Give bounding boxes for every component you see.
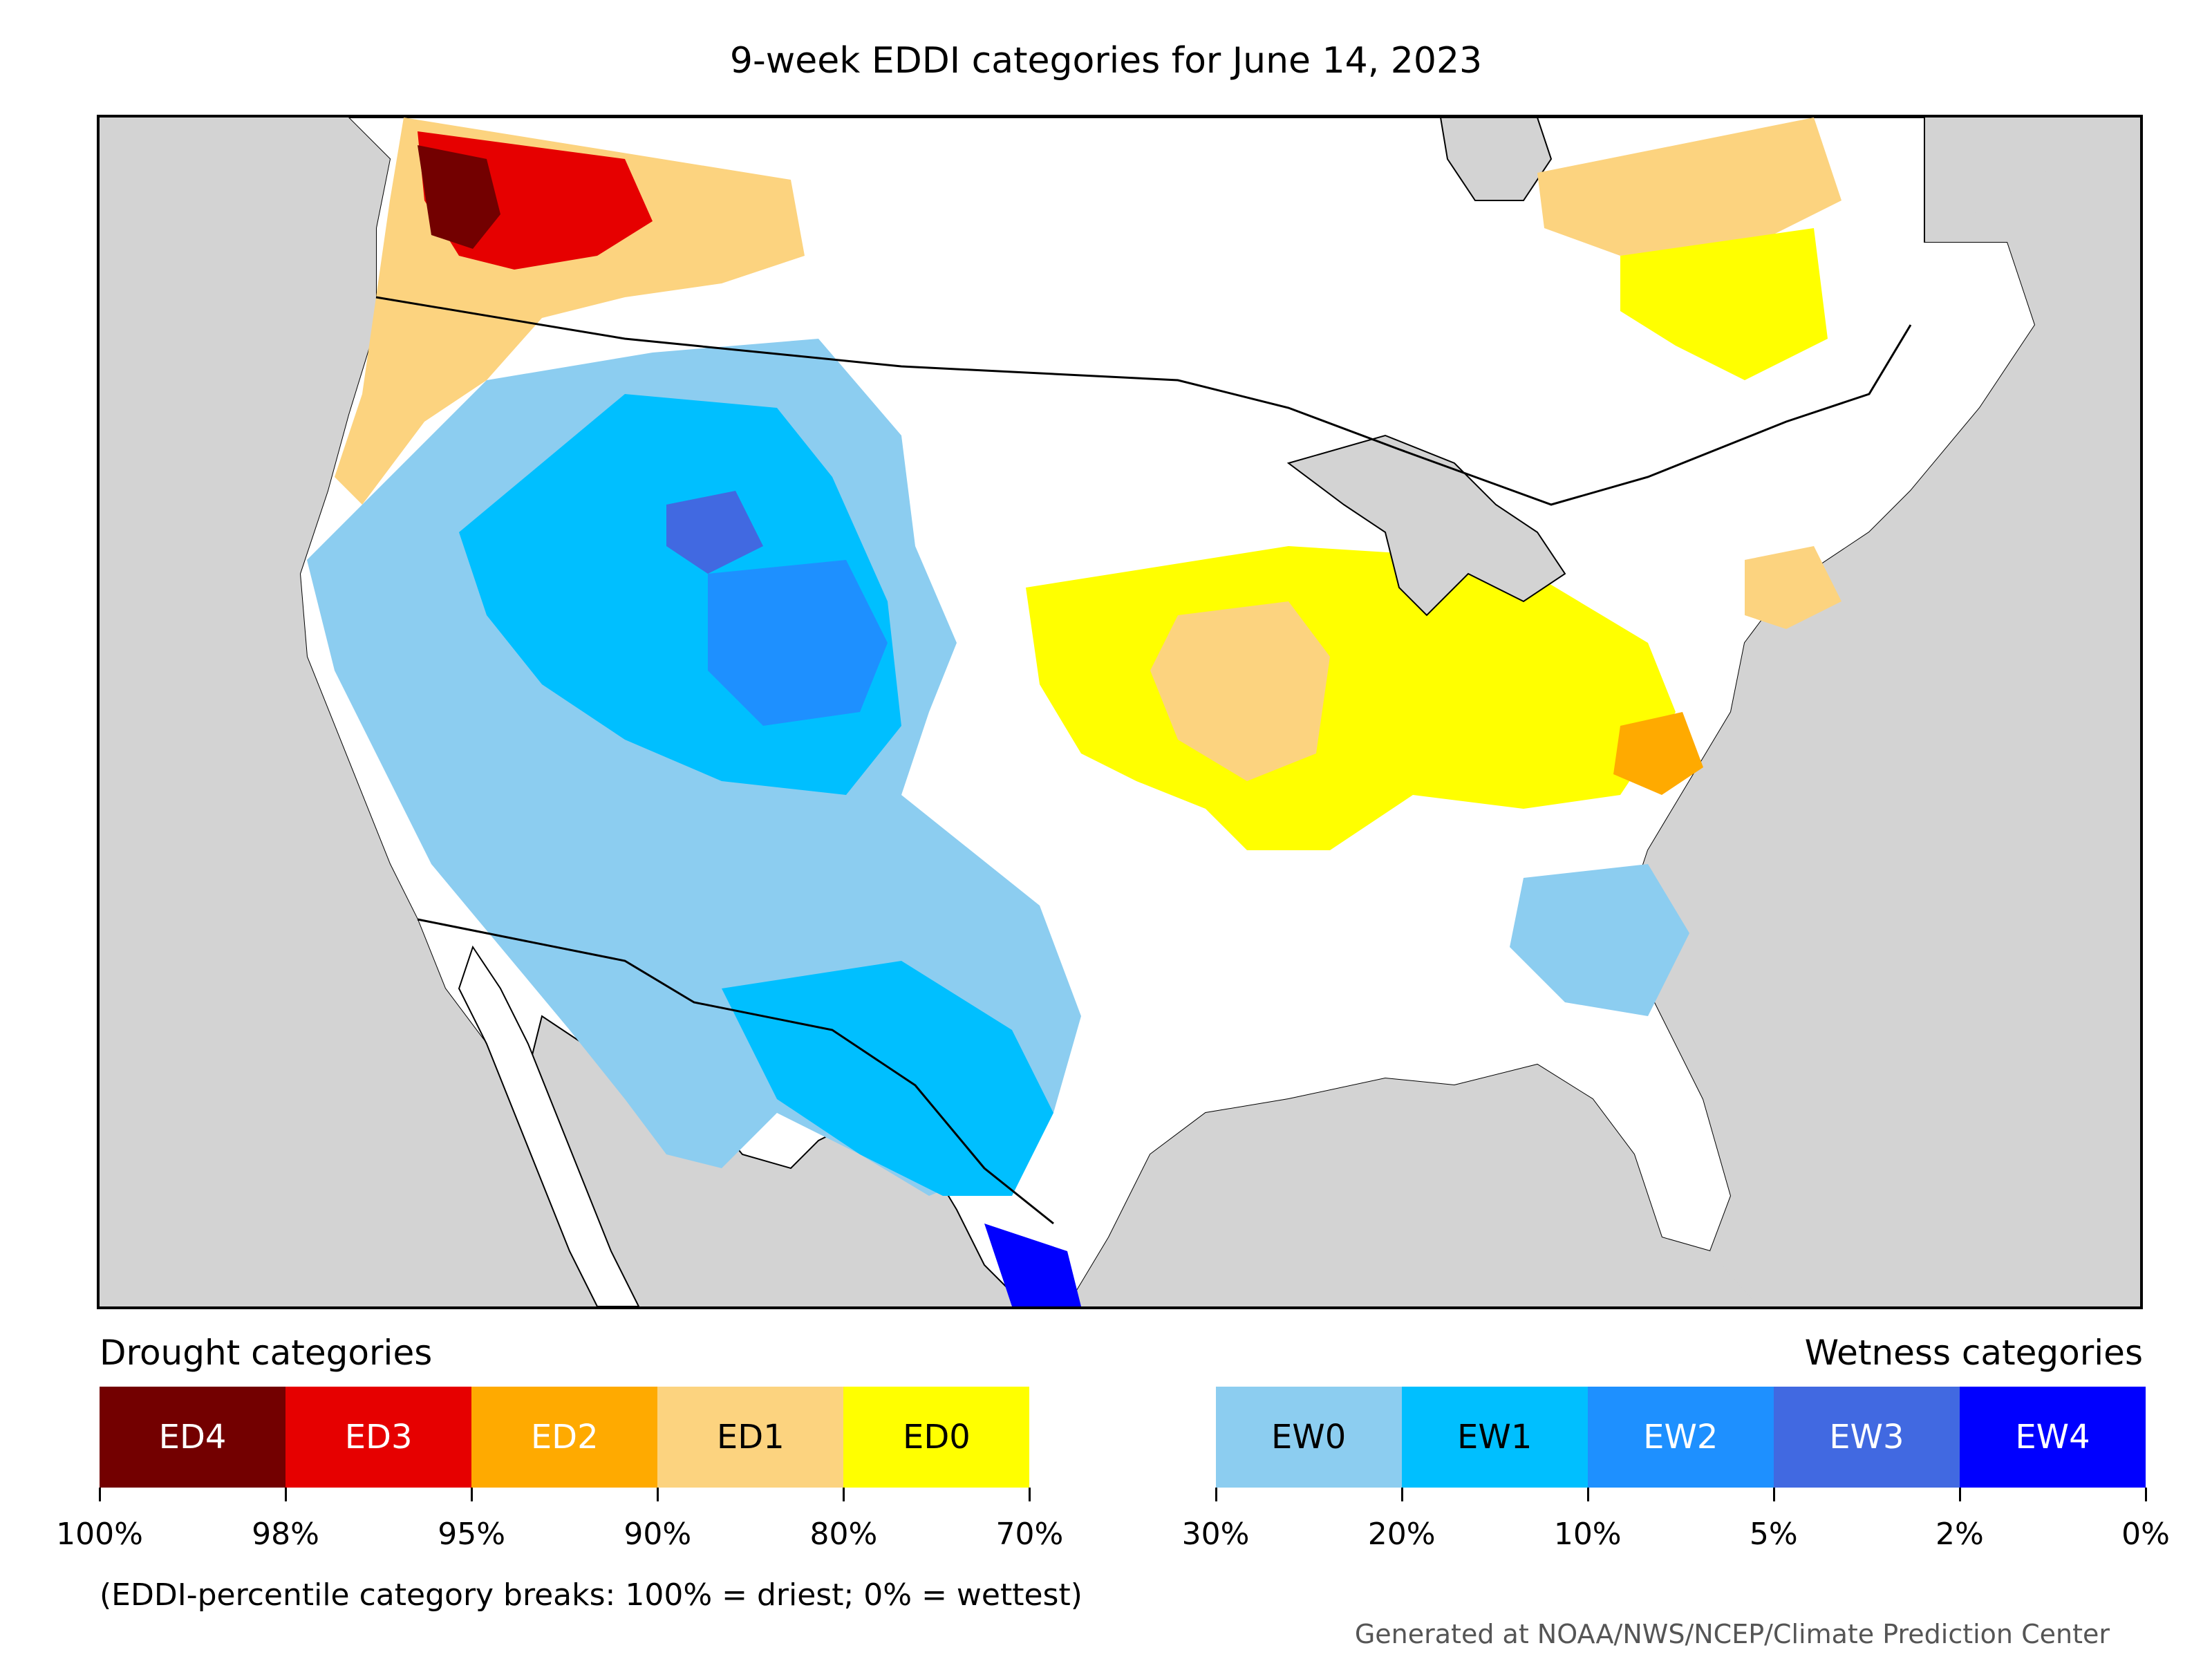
drought-bc-extreme bbox=[418, 145, 500, 249]
canada-us-border bbox=[375, 296, 1912, 506]
colorbar-ticks bbox=[99, 1488, 2147, 1503]
colorbar-tick-label: 30% bbox=[1181, 1517, 1250, 1552]
drought-canada-east bbox=[1537, 118, 1841, 256]
colorbar-tick bbox=[1029, 1488, 1031, 1501]
map-canvas bbox=[100, 118, 2140, 1306]
colorbar-segment: ED4 bbox=[100, 1387, 286, 1488]
colorbar-tick-label: 2% bbox=[1936, 1517, 1984, 1552]
credit-line: Generated at NOAA/NWS/NCEP/Climate Predi… bbox=[1354, 1619, 2110, 1649]
colorbar: ED4 ED3 ED2 ED1 ED0 EW0 EW1 EW2 EW3 EW4 bbox=[100, 1387, 2146, 1488]
colorbar-segment: EW0 bbox=[1215, 1387, 1402, 1488]
atlantic-ocean bbox=[1620, 118, 2140, 1306]
great-lakes bbox=[1286, 434, 1566, 617]
colorbar-tick-label: 95% bbox=[438, 1517, 506, 1552]
colorbar-segment: EW1 bbox=[1401, 1387, 1588, 1488]
drought-quebec-ed0 bbox=[1620, 228, 1828, 380]
drought-northeast-ed1 bbox=[1745, 546, 1841, 629]
drought-virginia-ed2 bbox=[1613, 712, 1703, 795]
colorbar-tick bbox=[471, 1488, 474, 1501]
colorbar-tick-label: 20% bbox=[1367, 1517, 1436, 1552]
colorbar-segment: EW4 bbox=[1959, 1387, 2146, 1488]
wetness-colorado-ew2 bbox=[708, 560, 888, 726]
colorbar-tick bbox=[285, 1488, 288, 1501]
colorbar-tick bbox=[657, 1488, 659, 1501]
colorbar-segment: ED1 bbox=[657, 1387, 844, 1488]
category-note: (EDDI-percentile category breaks: 100% =… bbox=[100, 1577, 1082, 1613]
colorbar-tick-label: 100% bbox=[56, 1517, 143, 1552]
colorbar-tick bbox=[1772, 1488, 1775, 1501]
colorbar-tick bbox=[843, 1488, 845, 1501]
colorbar-segment: ED0 bbox=[843, 1387, 1030, 1488]
colorbar-tick bbox=[1958, 1488, 1961, 1501]
colorbar-tick-label: 98% bbox=[252, 1517, 319, 1552]
colorbar-tick-label: 5% bbox=[1749, 1517, 1798, 1552]
gulf-of-mexico bbox=[1067, 1065, 1759, 1306]
colorbar-tick-label: 10% bbox=[1553, 1517, 1622, 1552]
wetness-texas-ew1 bbox=[722, 961, 1053, 1196]
map-title: 9-week EDDI categories for June 14, 2023 bbox=[729, 40, 1483, 82]
colorbar-segment: EW3 bbox=[1773, 1387, 1960, 1488]
us-mexico-border bbox=[417, 918, 1054, 1225]
colorbar-segment: ED3 bbox=[285, 1387, 472, 1488]
colorbar-tick bbox=[1586, 1488, 1589, 1501]
colorbar-segment: ED2 bbox=[471, 1387, 658, 1488]
wetness-southeast-ew0 bbox=[1510, 864, 1689, 1016]
wetness-south-texas-ew4 bbox=[984, 1224, 1081, 1306]
hudson-bay bbox=[1439, 118, 1553, 201]
colorbar-tick bbox=[1400, 1488, 1403, 1501]
drought-midwest-ed1 bbox=[1150, 601, 1330, 781]
colorbar-tick bbox=[99, 1488, 101, 1501]
wetness-wyoming-ew3 bbox=[666, 491, 763, 574]
pacific-ocean bbox=[100, 118, 542, 1306]
colorbar-tick-label: 90% bbox=[624, 1517, 692, 1552]
eddi-map bbox=[97, 115, 2143, 1309]
colorbar-tick-label: 0% bbox=[2121, 1517, 2170, 1552]
colorbar-segment bbox=[1029, 1387, 1216, 1488]
colorbar-tick bbox=[2145, 1488, 2147, 1501]
colorbar-tick-label: 70% bbox=[995, 1517, 1064, 1552]
colorbar-tick-label: 80% bbox=[809, 1517, 878, 1552]
colorbar-segment: EW2 bbox=[1587, 1387, 1774, 1488]
wetness-categories-label: Wetness categories bbox=[1804, 1333, 2143, 1373]
colorbar-tick bbox=[1215, 1488, 1217, 1501]
baja-peninsula bbox=[458, 945, 640, 1306]
drought-categories-label: Drought categories bbox=[100, 1333, 433, 1373]
